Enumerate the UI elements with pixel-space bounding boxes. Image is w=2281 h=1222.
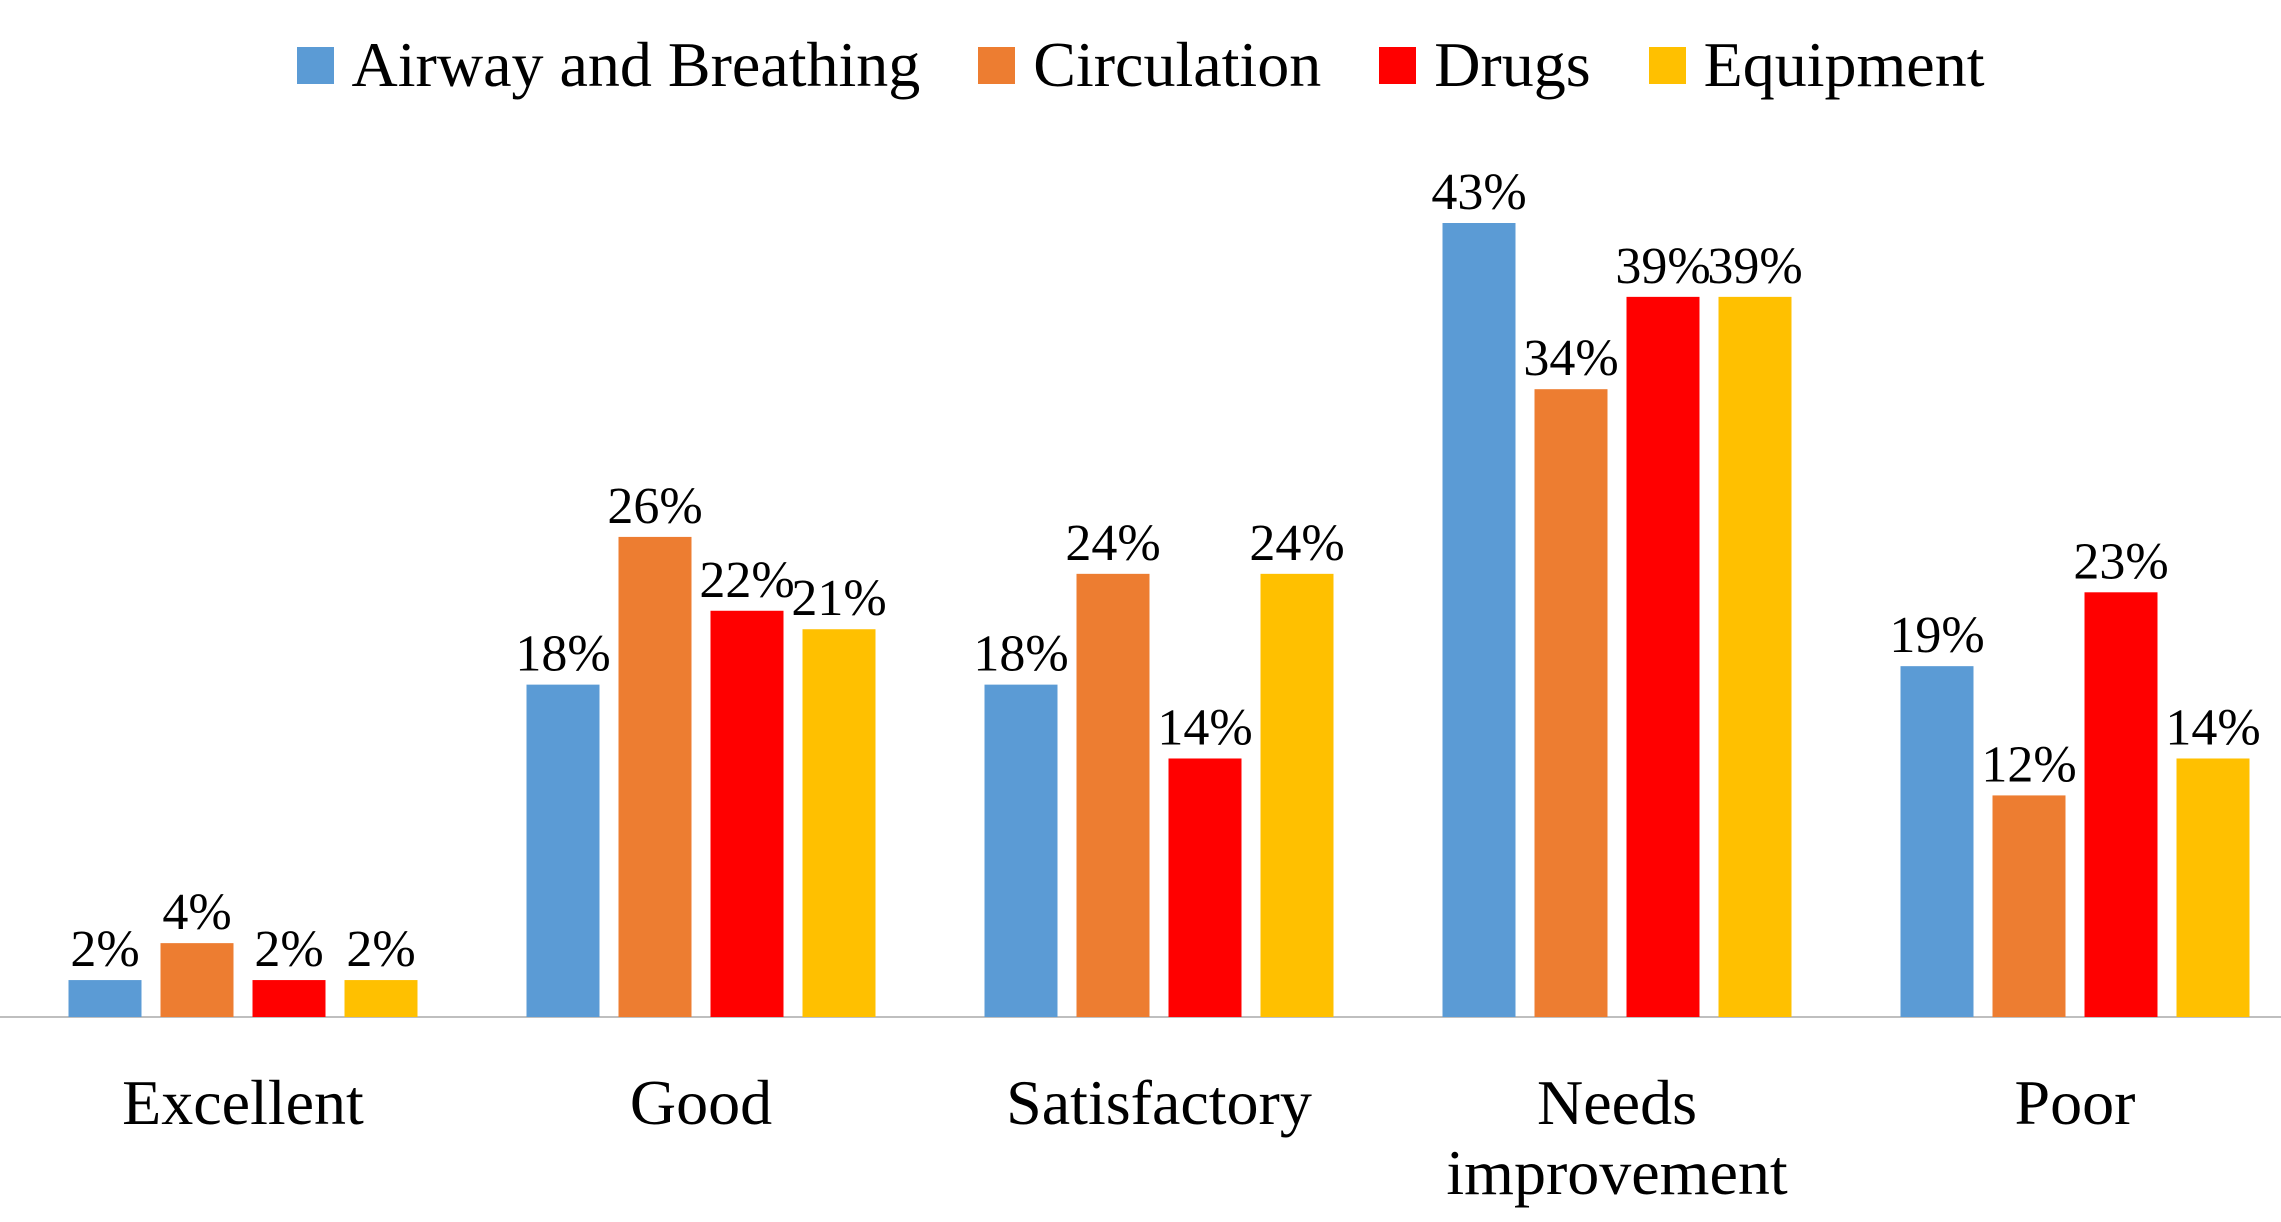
data-label: 4% bbox=[162, 884, 231, 941]
x-tick-label: Excellent bbox=[122, 1067, 364, 1138]
data-label: 39% bbox=[1615, 238, 1710, 295]
legend-item: Drugs bbox=[1379, 28, 1591, 102]
data-label: 18% bbox=[515, 626, 610, 683]
data-label: 26% bbox=[607, 478, 702, 535]
data-label: 43% bbox=[1431, 164, 1526, 221]
data-label: 2% bbox=[346, 921, 415, 978]
bar bbox=[344, 980, 418, 1017]
legend-label: Drugs bbox=[1434, 29, 1591, 100]
legend-item: Equipment bbox=[1648, 28, 1985, 102]
data-label: 12% bbox=[1981, 736, 2076, 793]
bar bbox=[68, 980, 142, 1017]
bar bbox=[2176, 758, 2250, 1017]
bar bbox=[1534, 389, 1608, 1017]
legend-label: Circulation bbox=[1033, 29, 1322, 100]
bar bbox=[1076, 573, 1150, 1017]
bar bbox=[1900, 666, 1974, 1017]
bar bbox=[2084, 592, 2158, 1017]
data-label: 22% bbox=[699, 552, 794, 609]
data-label: 24% bbox=[1065, 515, 1160, 572]
bar bbox=[1626, 296, 1700, 1017]
bar bbox=[160, 943, 234, 1017]
bar bbox=[710, 610, 784, 1017]
data-label: 23% bbox=[2073, 533, 2168, 590]
bar bbox=[1992, 795, 2066, 1017]
legend-item: Circulation bbox=[978, 28, 1321, 102]
bar bbox=[802, 629, 876, 1017]
legend-swatch bbox=[1648, 46, 1686, 84]
bar bbox=[984, 684, 1058, 1017]
bar bbox=[1718, 296, 1792, 1017]
legend-swatch bbox=[1379, 46, 1417, 84]
legend-label: Equipment bbox=[1703, 29, 1985, 100]
data-label: 14% bbox=[1157, 699, 1252, 756]
data-label: 18% bbox=[973, 626, 1068, 683]
x-tick-label: Poor bbox=[2014, 1067, 2136, 1138]
x-tick-label: Good bbox=[629, 1067, 773, 1138]
bar bbox=[1168, 758, 1242, 1017]
data-label: 39% bbox=[1707, 238, 1802, 295]
bar bbox=[252, 980, 326, 1017]
legend-label: Airway and Breathing bbox=[351, 29, 921, 100]
bar bbox=[1442, 223, 1516, 1017]
data-label: 14% bbox=[2165, 699, 2260, 756]
legend-swatch bbox=[978, 46, 1016, 84]
legend: Airway and Breathing Circulation Drugs Equi… bbox=[0, 28, 2281, 102]
x-tick-label: Satisfactory bbox=[1006, 1067, 1312, 1138]
data-label: 2% bbox=[254, 921, 323, 978]
bar bbox=[1260, 573, 1334, 1017]
bar bbox=[618, 536, 692, 1017]
data-label: 2% bbox=[70, 921, 139, 978]
bar bbox=[526, 684, 600, 1017]
data-label: 34% bbox=[1523, 330, 1618, 387]
legend-swatch bbox=[296, 46, 334, 84]
data-label: 24% bbox=[1249, 515, 1344, 572]
data-label: 19% bbox=[1889, 607, 1984, 664]
x-tick-label: Needs improvement bbox=[1446, 1067, 1788, 1208]
legend-item: Airway and Breathing bbox=[296, 28, 921, 102]
data-label: 21% bbox=[791, 570, 886, 627]
